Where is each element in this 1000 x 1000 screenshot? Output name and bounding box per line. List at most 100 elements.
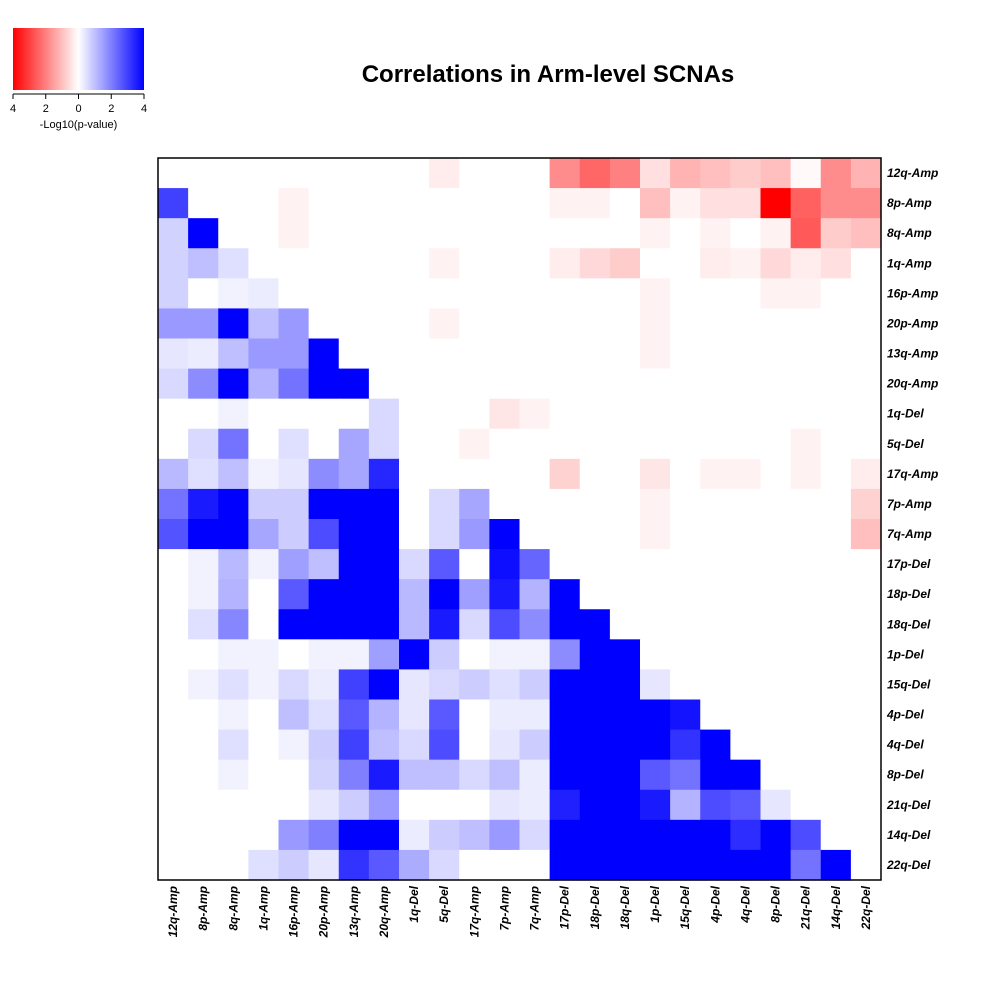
- heatmap-cell: [188, 398, 219, 430]
- heatmap-cell: [850, 849, 882, 881]
- heatmap-cell: [519, 428, 551, 460]
- heatmap-cell: [820, 338, 852, 370]
- heatmap-cell: [700, 819, 731, 851]
- heatmap-cell: [368, 789, 400, 821]
- heatmap-cell: [248, 549, 280, 580]
- heatmap-cell: [790, 609, 822, 640]
- heatmap-cell: [760, 519, 792, 550]
- heatmap-cell: [730, 729, 762, 761]
- heatmap-cell: [790, 699, 822, 731]
- heatmap-cell: [549, 699, 581, 731]
- heatmap-cell: [429, 368, 460, 400]
- heatmap-cell: [218, 218, 249, 249]
- heatmap-cell: [368, 609, 400, 640]
- heatmap-cell: [640, 338, 671, 370]
- heatmap-cell: [188, 338, 219, 370]
- heatmap-cell: [489, 849, 521, 881]
- heatmap-cell: [459, 158, 490, 189]
- heatmap-cell: [459, 519, 490, 550]
- heatmap-cell: [459, 428, 490, 460]
- heatmap-cell: [579, 729, 611, 761]
- heatmap-cell: [368, 729, 400, 761]
- heatmap-cell: [429, 699, 460, 731]
- heatmap-cell: [429, 338, 460, 370]
- heatmap-cell: [459, 639, 490, 671]
- heatmap-cell: [399, 549, 430, 580]
- heatmap-cell: [609, 549, 641, 580]
- heatmap-cell: [278, 699, 310, 731]
- heatmap-cell: [489, 488, 521, 520]
- heatmap-cell: [338, 609, 370, 640]
- heatmap-cell: [820, 729, 852, 761]
- heatmap-cell: [850, 278, 882, 310]
- heatmap-cell: [338, 308, 370, 340]
- row-label: 1q-Del: [887, 407, 924, 421]
- heatmap-cell: [549, 398, 581, 430]
- heatmap-cell: [429, 759, 460, 791]
- row-label: 4q-Del: [886, 738, 924, 752]
- heatmap-cell: [489, 398, 521, 430]
- column-label: 8p-Amp: [196, 886, 210, 931]
- heatmap-cell: [399, 278, 430, 310]
- heatmap-cell: [760, 789, 792, 821]
- heatmap-cell: [670, 338, 701, 370]
- heatmap-cell: [700, 158, 731, 189]
- heatmap-cell: [188, 158, 219, 189]
- row-label: 1q-Amp: [887, 256, 932, 270]
- heatmap-cell: [308, 308, 340, 340]
- heatmap-cell: [338, 428, 370, 460]
- heatmap-cell: [308, 729, 340, 761]
- heatmap-cell: [760, 458, 792, 490]
- heatmap-cell: [519, 398, 551, 430]
- row-label: 15q-Del: [887, 677, 931, 691]
- heatmap-cell: [760, 849, 792, 881]
- heatmap-cell: [700, 458, 731, 490]
- heatmap-cell: [158, 188, 189, 219]
- heatmap-cell: [700, 338, 731, 370]
- heatmap-cell: [218, 519, 249, 550]
- heatmap-cell: [248, 519, 280, 550]
- heatmap-cell: [399, 158, 430, 189]
- heatmap-cell: [609, 729, 641, 761]
- heatmap-cell: [399, 488, 430, 520]
- heatmap-cell: [850, 488, 882, 520]
- heatmap-cell: [218, 188, 249, 219]
- heatmap-cell: [338, 759, 370, 791]
- heatmap-cell: [278, 759, 310, 791]
- row-label: 8p-Amp: [887, 196, 932, 210]
- heatmap-cell: [609, 759, 641, 791]
- heatmap-cell: [278, 849, 310, 881]
- row-label: 12q-Amp: [887, 166, 938, 180]
- heatmap-cell: [248, 849, 280, 881]
- heatmap-cell: [730, 789, 762, 821]
- heatmap-cell: [760, 549, 792, 580]
- heatmap-cell: [158, 218, 189, 249]
- heatmap-cell: [278, 368, 310, 400]
- heatmap-cell: [459, 729, 490, 761]
- heatmap-cell: [700, 579, 731, 610]
- heatmap-cell: [308, 819, 340, 851]
- heatmap-cell: [218, 368, 249, 400]
- heatmap-cell: [278, 819, 310, 851]
- heatmap-cell: [489, 669, 521, 701]
- column-label: 8p-Del: [769, 885, 783, 922]
- heatmap-cell: [760, 278, 792, 310]
- heatmap-cell: [459, 789, 490, 821]
- heatmap-cell: [549, 158, 581, 189]
- heatmap-cell: [218, 458, 249, 490]
- heatmap-cell: [308, 549, 340, 580]
- heatmap-cell: [820, 849, 852, 881]
- heatmap-cell: [519, 759, 551, 791]
- heatmap-cell: [158, 428, 189, 460]
- heatmap-cell: [218, 819, 249, 851]
- heatmap-cell: [158, 849, 189, 881]
- heatmap-cell: [640, 729, 671, 761]
- heatmap-cell: [790, 759, 822, 791]
- heatmap-cell: [519, 188, 551, 219]
- heatmap-cell: [760, 699, 792, 731]
- heatmap-cell: [188, 368, 219, 400]
- heatmap-cell: [640, 609, 671, 640]
- heatmap-cell: [338, 488, 370, 520]
- heatmap-cell: [489, 729, 521, 761]
- column-label: 18p-Del: [588, 885, 602, 929]
